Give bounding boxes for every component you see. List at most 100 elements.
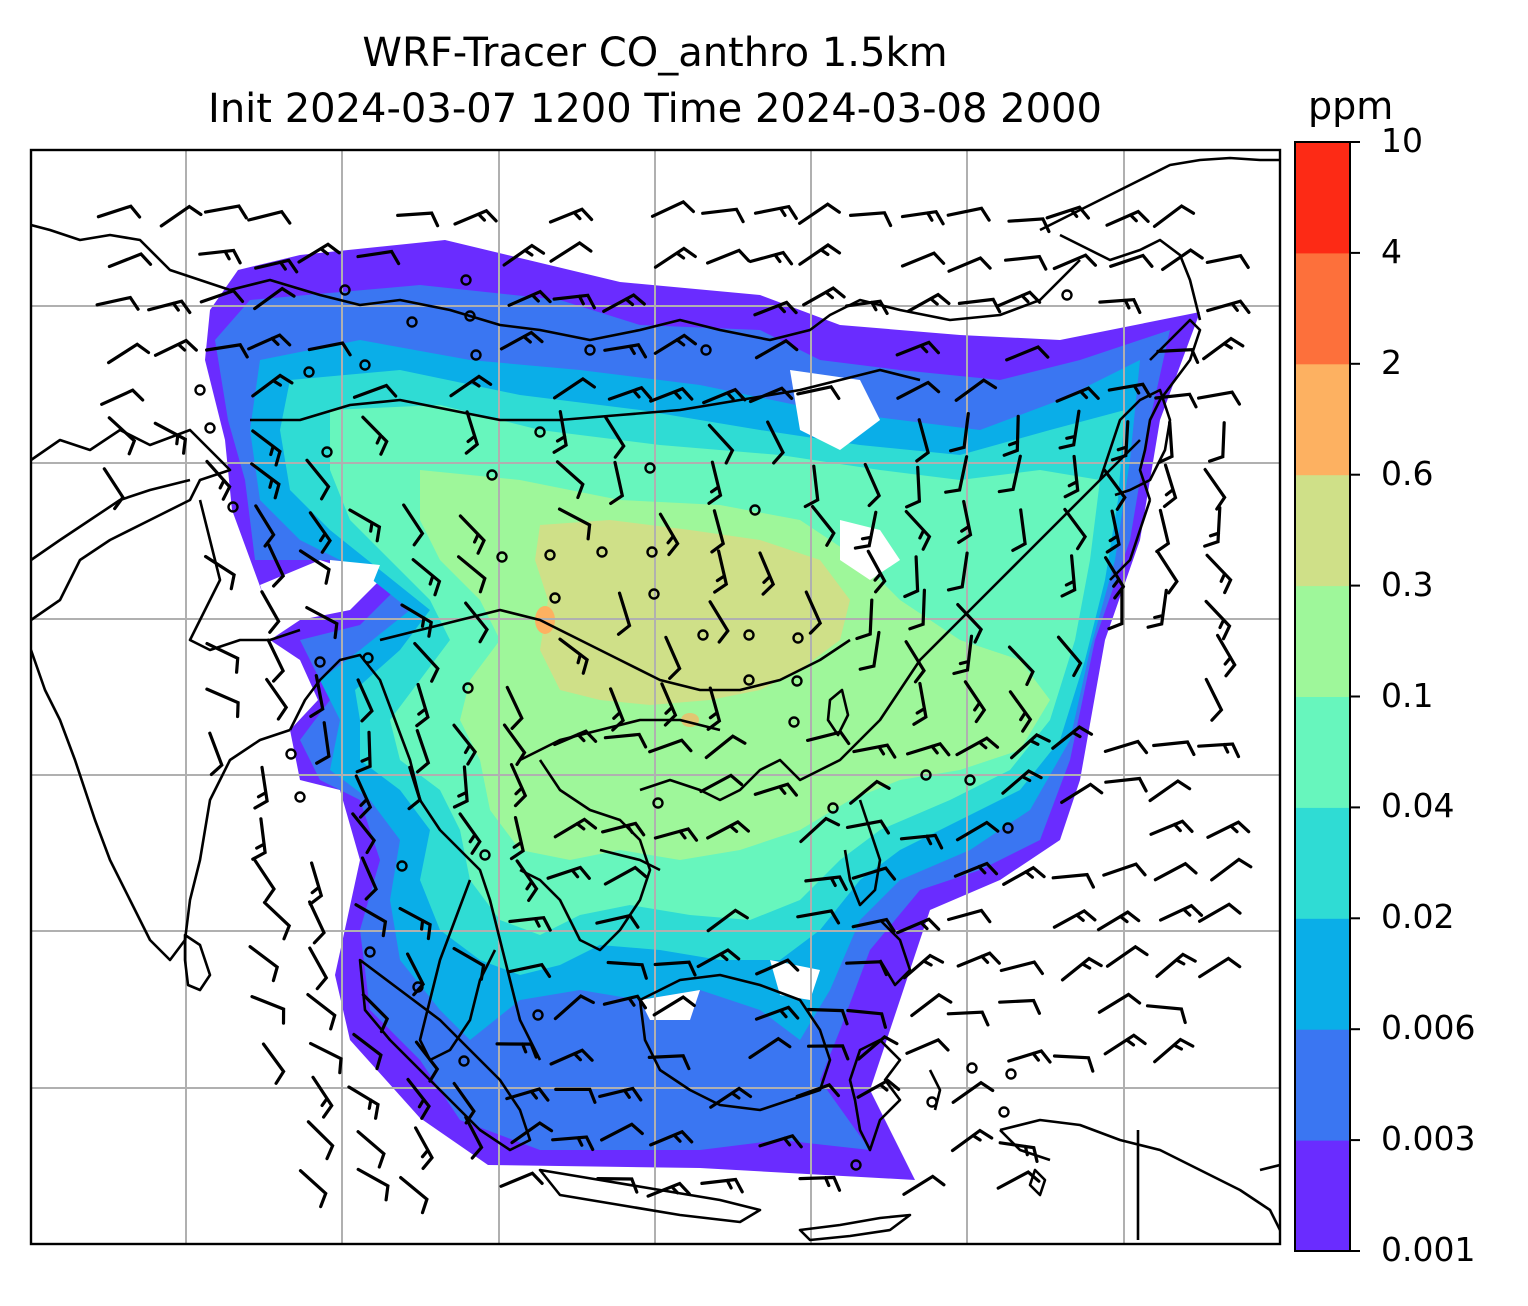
wind-barb — [853, 510, 878, 550]
calm-wind-marker — [396, 860, 408, 872]
calm-wind-marker — [285, 748, 297, 760]
colorbar-unit-label: ppm — [1308, 84, 1394, 128]
wind-barb — [1149, 819, 1194, 836]
plot-title-line2: Init 2024-03-07 1200 Time 2024-03-08 200… — [208, 86, 1102, 132]
wind-barb — [306, 993, 337, 1031]
wind-barb — [710, 509, 726, 554]
calm-wind-marker — [596, 546, 608, 558]
calm-wind-marker — [464, 310, 476, 322]
wind-barb — [407, 765, 422, 811]
wind-barb — [1002, 865, 1046, 886]
wind-barb — [449, 374, 493, 398]
wind-barb — [1097, 992, 1142, 1014]
wind-barb — [904, 640, 926, 684]
wind-barb — [452, 1081, 476, 1125]
wind-barb — [616, 591, 632, 636]
wind-barb — [505, 1087, 550, 1102]
wind-barb — [1052, 1054, 1095, 1073]
wind-barb — [653, 333, 697, 355]
wind-barb — [700, 1177, 744, 1194]
calm-wind-marker — [920, 769, 932, 781]
wind-barb — [900, 251, 946, 268]
calm-wind-marker — [339, 284, 351, 296]
wind-barb — [866, 549, 887, 594]
wind-barb — [603, 343, 648, 359]
wind-barb — [754, 1005, 800, 1021]
wind-barb — [796, 909, 841, 925]
wind-barb — [464, 601, 489, 644]
wind-barb — [798, 202, 841, 225]
wind-barb — [553, 376, 596, 400]
colorbar-segment — [1295, 474, 1350, 587]
wind-barb — [551, 1135, 595, 1152]
wind-barb — [267, 543, 286, 588]
wind-barb — [415, 682, 430, 728]
wind-barb — [997, 454, 1022, 494]
wind-barb — [552, 293, 596, 310]
wind-barb — [999, 960, 1044, 976]
wind-barb — [910, 992, 953, 1018]
calm-wind-marker — [966, 1062, 978, 1074]
wind-barb — [702, 387, 747, 405]
wind-barb — [203, 204, 248, 220]
calm-wind-marker — [227, 501, 239, 513]
calm-wind-marker — [850, 1159, 862, 1171]
wind-barb — [858, 630, 881, 671]
wind-barb — [1156, 551, 1179, 595]
wind-barb — [1216, 633, 1237, 678]
wind-barb — [904, 510, 932, 551]
wind-barb — [798, 1175, 842, 1192]
wind-barb — [549, 240, 593, 263]
wind-barb — [1206, 299, 1251, 314]
wind-barb — [701, 207, 745, 224]
wind-barb — [502, 243, 546, 267]
calm-wind-marker — [204, 422, 216, 434]
wind-barb — [253, 286, 296, 311]
calm-wind-marker — [788, 716, 800, 728]
calm-wind-marker — [644, 462, 656, 474]
wind-barb — [354, 774, 373, 819]
calm-wind-marker — [648, 588, 660, 600]
wind-barb — [402, 503, 425, 547]
wind-barb — [963, 680, 987, 724]
calm-wind-marker — [998, 1106, 1010, 1118]
wind-barb — [1007, 217, 1051, 234]
wind-barb — [464, 1115, 484, 1160]
calm-wind-marker — [479, 849, 491, 861]
calm-wind-marker — [697, 629, 709, 641]
wind-barb — [1060, 554, 1077, 598]
wind-barb — [957, 297, 1002, 314]
wind-barb — [607, 385, 653, 401]
colorbar-segment — [1295, 142, 1350, 254]
wind-barb — [704, 734, 747, 760]
wind-barb — [199, 288, 245, 304]
wind-barb — [1204, 677, 1224, 722]
wind-barb — [603, 732, 648, 749]
wind-barb — [355, 730, 372, 774]
calm-wind-marker — [486, 469, 498, 481]
wind-barb — [1145, 1004, 1187, 1025]
map-gridlines — [31, 150, 1280, 1244]
wind-barb — [558, 637, 589, 675]
wind-barb — [1011, 508, 1027, 552]
wind-barb — [649, 1129, 694, 1147]
wind-barb — [609, 687, 625, 732]
calm-wind-marker — [1005, 1068, 1017, 1080]
wind-barb — [905, 465, 922, 509]
wind-barb — [1205, 253, 1250, 269]
wind-barb — [902, 1174, 946, 1196]
wind-barb — [297, 242, 341, 264]
wind-barb — [754, 338, 799, 360]
wind-barb — [254, 504, 276, 548]
wind-barb — [205, 687, 240, 719]
wind-barb — [748, 1036, 792, 1060]
wind-barb — [506, 962, 552, 978]
wind-barb — [159, 204, 203, 228]
wind-barb — [250, 995, 286, 1025]
wind-barb — [653, 246, 697, 269]
wind-barb — [96, 204, 142, 219]
wind-barb — [153, 421, 188, 455]
wind-barb — [499, 1171, 544, 1188]
wind-barb — [944, 455, 969, 494]
wind-barb — [1060, 956, 1103, 982]
